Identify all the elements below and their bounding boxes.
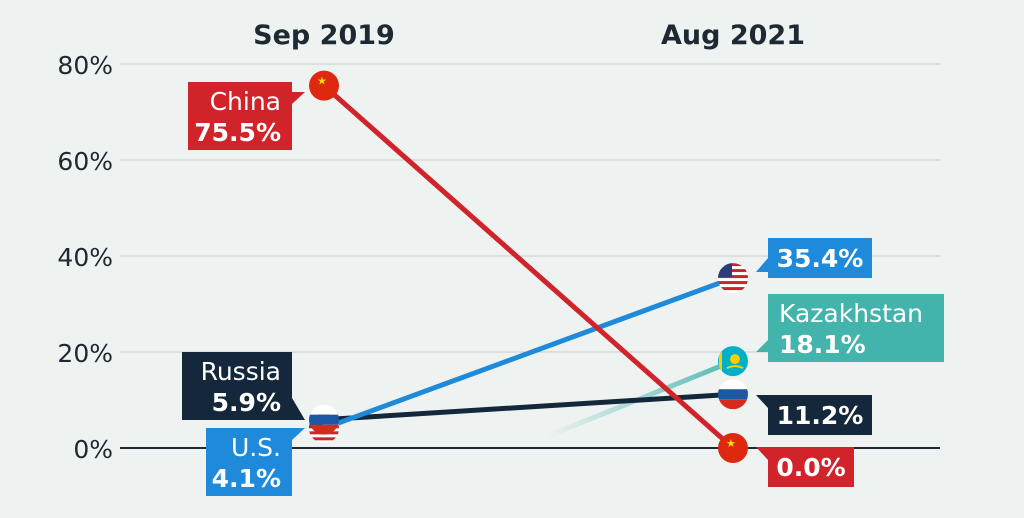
usa-flag-icon xyxy=(718,263,748,294)
russia-flag-icon xyxy=(309,404,339,435)
label-china-start: China 75.5% xyxy=(188,82,305,150)
label-us-value-end: 35.4% xyxy=(777,244,864,273)
kazakhstan-flag-icon xyxy=(718,346,748,377)
label-kazakhstan-name: Kazakhstan xyxy=(779,299,923,328)
series-line-us xyxy=(321,275,736,431)
label-china-value-end: 0.0% xyxy=(776,453,845,482)
label-china-name: China xyxy=(210,87,281,116)
label-us-end: 35.4% xyxy=(756,238,872,278)
svg-text:★: ★ xyxy=(317,75,327,88)
label-kazakhstan-value-end: 18.1% xyxy=(779,330,866,359)
series-line-china xyxy=(321,83,736,451)
label-russia-value-start: 5.9% xyxy=(212,388,281,417)
y-tick-40: 40% xyxy=(57,243,113,272)
label-china-end: 0.0% xyxy=(756,447,854,487)
china-flag-icon: ★ xyxy=(309,70,339,101)
period-label-sep-2019: Sep 2019 xyxy=(253,20,395,51)
label-us-name: U.S. xyxy=(231,433,281,462)
y-tick-60: 60% xyxy=(57,147,113,176)
svg-text:★: ★ xyxy=(726,437,736,450)
china-flag-icon: ★ xyxy=(718,433,748,463)
label-russia-start: Russia 5.9% xyxy=(182,352,305,420)
label-russia-name: Russia xyxy=(201,357,281,386)
label-russia-value-end: 11.2% xyxy=(777,401,864,430)
label-us-value-start: 4.1% xyxy=(212,464,281,493)
y-tick-80: 80% xyxy=(57,51,113,80)
y-tick-0: 0% xyxy=(73,435,113,464)
y-tick-20: 20% xyxy=(57,339,113,368)
y-axis-ticks: 80% 60% 40% 20% 0% xyxy=(57,51,113,464)
label-kazakhstan-end: Kazakhstan 18.1% xyxy=(756,294,944,362)
period-label-aug-2021: Aug 2021 xyxy=(661,20,805,51)
label-us-start: U.S. 4.1% xyxy=(206,428,305,496)
series-line-russia xyxy=(321,391,736,423)
label-russia-end: 11.2% xyxy=(756,395,872,435)
label-china-value-start: 75.5% xyxy=(194,118,281,147)
russia-flag-icon xyxy=(718,379,748,410)
